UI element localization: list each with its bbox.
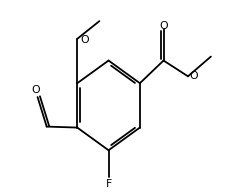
Text: F: F <box>105 179 111 189</box>
Text: O: O <box>189 71 197 81</box>
Text: O: O <box>32 85 40 95</box>
Text: O: O <box>80 35 88 45</box>
Text: O: O <box>159 21 167 31</box>
